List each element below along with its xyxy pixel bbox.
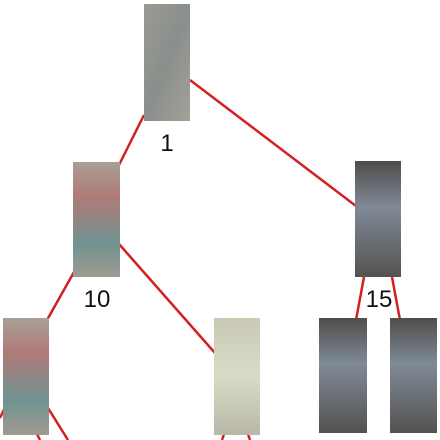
node-label: 1 [160, 130, 173, 157]
node-images [3, 4, 437, 435]
node-label: 15 [366, 286, 393, 313]
node-image [144, 4, 190, 121]
node-image [390, 318, 437, 433]
node-label: 10 [84, 286, 111, 313]
node-image [355, 161, 401, 277]
edges [0, 79, 402, 440]
edge [117, 114, 146, 166]
edge [390, 276, 402, 321]
edge [46, 407, 70, 440]
node-labels: 1 10 15 [84, 130, 393, 313]
edge [354, 276, 366, 321]
node-image [73, 162, 120, 277]
node-image [3, 318, 49, 435]
edge [118, 243, 216, 354]
node-image [214, 318, 260, 435]
edge [45, 271, 76, 321]
node-image [319, 318, 367, 433]
edge [189, 79, 357, 207]
